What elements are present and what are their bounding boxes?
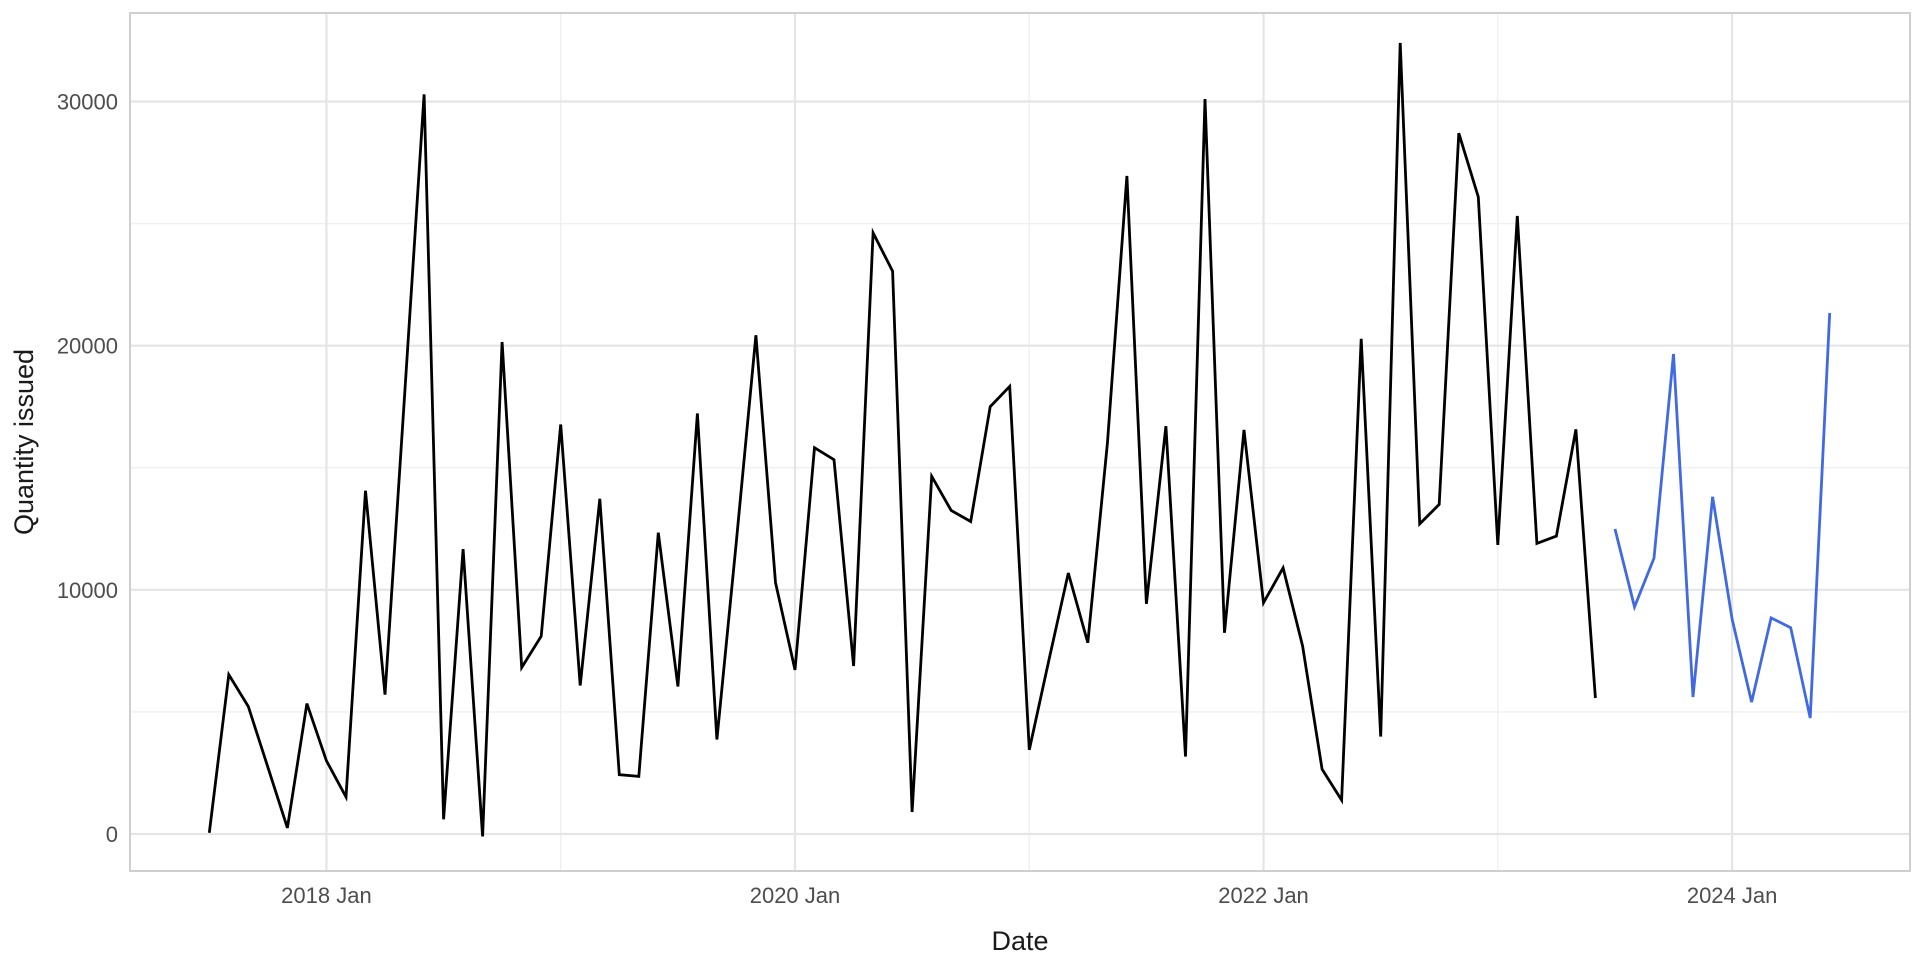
data-series-lines: [207, 42, 1832, 837]
x-axis-title: Date: [991, 926, 1048, 956]
y-axis-tick-labels: 0 10000 20000 30000: [57, 89, 118, 847]
y-tick-label: 20000: [57, 334, 118, 359]
x-tick-label: 2022 Jan: [1218, 883, 1309, 908]
x-axis-tick-labels: 2018 Jan 2020 Jan 2022 Jan 2024 Jan: [281, 883, 1777, 908]
y-tick-label: 0: [106, 822, 118, 847]
grid-major-lines: [130, 13, 1910, 871]
y-axis-title: Quantity issued: [9, 349, 39, 535]
plot-panel-border: [129, 12, 1911, 872]
y-tick-label: 10000: [57, 578, 118, 603]
x-tick-label: 2020 Jan: [750, 883, 841, 908]
recent-segment-line: [1613, 312, 1832, 719]
y-tick-label: 30000: [57, 89, 118, 114]
x-tick-label: 2024 Jan: [1687, 883, 1778, 908]
observed-history-line: [207, 42, 1597, 837]
x-tick-label: 2018 Jan: [281, 883, 372, 908]
